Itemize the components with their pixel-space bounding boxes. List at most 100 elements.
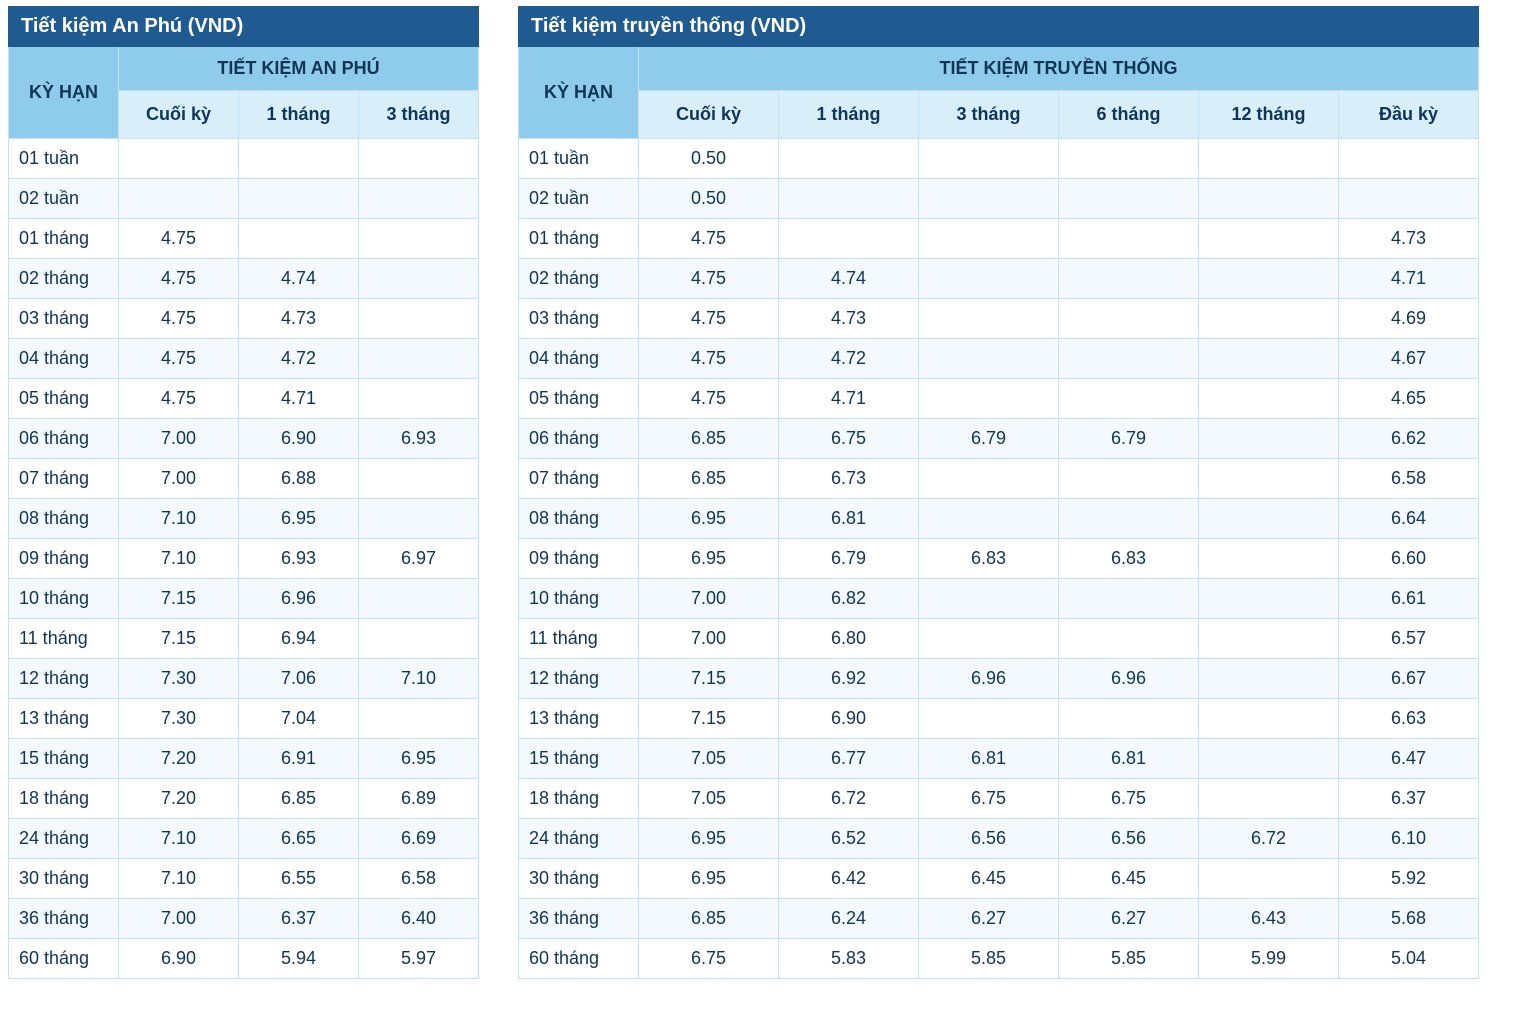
- rate-cell: [1199, 139, 1339, 179]
- table-row: 11 tháng7.006.806.57: [519, 619, 1479, 659]
- rate-cell: 0.50: [639, 139, 779, 179]
- rate-cell: 6.83: [1059, 539, 1199, 579]
- rate-cell: 6.90: [779, 699, 919, 739]
- rate-cell: 6.92: [779, 659, 919, 699]
- column-header-right-4: 12 tháng: [1199, 91, 1339, 139]
- rate-cell: 4.73: [1339, 219, 1479, 259]
- table-row: 12 tháng7.156.926.966.966.67: [519, 659, 1479, 699]
- interest-table-truyen-thong: Tiết kiệm truyền thống (VND) KỲ HẠN TIẾT…: [518, 6, 1478, 979]
- table-row: 01 tuần0.50: [519, 139, 1479, 179]
- term-cell: 13 tháng: [519, 699, 639, 739]
- rate-cell: 4.75: [639, 299, 779, 339]
- rate-cell: [779, 219, 919, 259]
- table-row: 15 tháng7.206.916.95: [9, 739, 479, 779]
- table-row: 01 tháng4.754.73: [519, 219, 1479, 259]
- rate-cell: [1199, 259, 1339, 299]
- rate-cell: 6.91: [239, 739, 359, 779]
- table-row: 04 tháng4.754.724.67: [519, 339, 1479, 379]
- term-cell: 07 tháng: [519, 459, 639, 499]
- term-cell: 12 tháng: [519, 659, 639, 699]
- rate-cell: [919, 259, 1059, 299]
- rate-cell: 7.10: [119, 819, 239, 859]
- rate-cell: 6.72: [779, 779, 919, 819]
- rate-cell: 6.58: [359, 859, 479, 899]
- rate-cell: [1199, 579, 1339, 619]
- rate-cell: 4.69: [1339, 299, 1479, 339]
- table-row: 13 tháng7.307.04: [9, 699, 479, 739]
- rate-cell: 6.37: [239, 899, 359, 939]
- rate-cell: 6.95: [639, 859, 779, 899]
- term-cell: 24 tháng: [519, 819, 639, 859]
- rate-cell: [359, 499, 479, 539]
- table-row: 60 tháng6.755.835.855.855.995.04: [519, 939, 1479, 979]
- rate-cell: [359, 139, 479, 179]
- rate-cell: 5.85: [919, 939, 1059, 979]
- term-cell: 06 tháng: [519, 419, 639, 459]
- rate-cell: [919, 379, 1059, 419]
- rate-cell: [1199, 379, 1339, 419]
- term-cell: 02 tuần: [9, 179, 119, 219]
- term-cell: 05 tháng: [519, 379, 639, 419]
- column-header-left-0: Cuối kỳ: [119, 91, 239, 139]
- rate-cell: [1199, 539, 1339, 579]
- rate-cell: 5.99: [1199, 939, 1339, 979]
- rate-cell: 6.96: [1059, 659, 1199, 699]
- rate-cell: [919, 299, 1059, 339]
- rate-cell: 6.97: [359, 539, 479, 579]
- rate-cell: [1199, 459, 1339, 499]
- rate-cell: 6.47: [1339, 739, 1479, 779]
- rate-cell: 6.75: [639, 939, 779, 979]
- term-cell: 05 tháng: [9, 379, 119, 419]
- rate-cell: 6.24: [779, 899, 919, 939]
- column-group-header-left: TIẾT KIỆM AN PHÚ: [119, 47, 479, 91]
- rate-cell: [1059, 699, 1199, 739]
- column-header-right-1: 1 tháng: [779, 91, 919, 139]
- rate-cell: 4.75: [119, 259, 239, 299]
- rate-cell: 4.75: [119, 299, 239, 339]
- rate-cell: 7.15: [119, 619, 239, 659]
- table-row: 05 tháng4.754.714.65: [519, 379, 1479, 419]
- rate-cell: 7.15: [639, 659, 779, 699]
- rate-cell: [919, 179, 1059, 219]
- column-header-left-1: 1 tháng: [239, 91, 359, 139]
- rate-cell: 6.45: [1059, 859, 1199, 899]
- rate-cell: [359, 339, 479, 379]
- term-cell: 13 tháng: [9, 699, 119, 739]
- rate-cell: 6.95: [359, 739, 479, 779]
- rate-cell: 6.56: [1059, 819, 1199, 859]
- rate-cell: 4.75: [639, 339, 779, 379]
- rate-cell: 4.71: [239, 379, 359, 419]
- rate-cell: [1199, 499, 1339, 539]
- table-row: 06 tháng6.856.756.796.796.62: [519, 419, 1479, 459]
- rate-cell: 4.74: [779, 259, 919, 299]
- term-cell: 01 tuần: [519, 139, 639, 179]
- thead-right: Tiết kiệm truyền thống (VND) KỲ HẠN TIẾT…: [519, 7, 1479, 139]
- rate-cell: [919, 339, 1059, 379]
- rate-cell: [359, 219, 479, 259]
- rate-cell: 6.45: [919, 859, 1059, 899]
- table-row: 18 tháng7.056.726.756.756.37: [519, 779, 1479, 819]
- term-cell: 10 tháng: [9, 579, 119, 619]
- rate-cell: 6.79: [779, 539, 919, 579]
- table-row: 10 tháng7.156.96: [9, 579, 479, 619]
- rate-cell: 6.83: [919, 539, 1059, 579]
- rate-cell: 6.93: [239, 539, 359, 579]
- rate-cell: [1059, 139, 1199, 179]
- table-row: 07 tháng7.006.88: [9, 459, 479, 499]
- rate-cell: 7.00: [639, 619, 779, 659]
- table-row: 15 tháng7.056.776.816.816.47: [519, 739, 1479, 779]
- table-row: 11 tháng7.156.94: [9, 619, 479, 659]
- term-cell: 02 tháng: [9, 259, 119, 299]
- rate-cell: 7.00: [119, 419, 239, 459]
- rate-cell: 6.82: [779, 579, 919, 619]
- term-cell: 08 tháng: [519, 499, 639, 539]
- tbody-left: 01 tuần02 tuần01 tháng4.7502 tháng4.754.…: [9, 139, 479, 979]
- rate-cell: 6.90: [239, 419, 359, 459]
- rate-cell: 7.30: [119, 699, 239, 739]
- table-row: 04 tháng4.754.72: [9, 339, 479, 379]
- rate-cell: [919, 619, 1059, 659]
- rate-cell: [1059, 619, 1199, 659]
- rate-cell: 6.85: [639, 459, 779, 499]
- page-root: Tiết kiệm An Phú (VND) KỲ HẠN TIẾT KIỆM …: [0, 0, 1526, 1009]
- rate-cell: [1199, 339, 1339, 379]
